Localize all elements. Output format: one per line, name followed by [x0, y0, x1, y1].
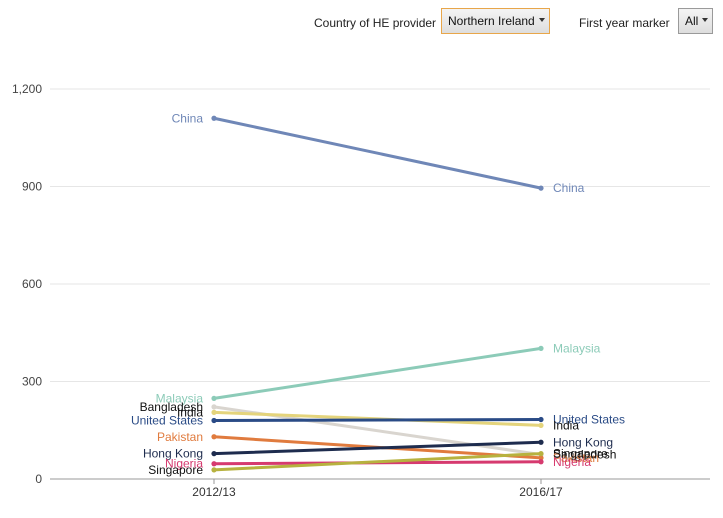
right-label: Malaysia	[553, 341, 601, 355]
country-dropdown[interactable]: Northern Ireland	[441, 8, 550, 34]
right-label: Hong Kong	[553, 435, 613, 449]
chevron-down-icon	[702, 18, 709, 22]
marker-dropdown-value: All	[685, 14, 699, 28]
left-label: Malaysia	[156, 391, 204, 405]
data-point-malaysia	[538, 345, 544, 351]
data-point-india	[538, 422, 544, 428]
left-label: Pakistan	[157, 430, 203, 444]
grid-lines	[50, 88, 710, 382]
country-dropdown-value: Northern Ireland	[448, 14, 535, 28]
marker-dropdown[interactable]: All	[678, 8, 714, 34]
left-label: Hong Kong	[143, 447, 203, 461]
right-label: Bangladesh	[553, 448, 616, 462]
x-tick-label: 2016/17	[519, 485, 563, 499]
series-line-singapore	[212, 452, 543, 472]
left-label: Bangladesh	[140, 400, 203, 414]
left-label: Nigeria	[165, 457, 203, 471]
marker-filter-label: First year marker	[579, 16, 670, 30]
data-point-india	[211, 409, 217, 415]
left-label: Singapore	[148, 463, 203, 477]
right-label: Nigeria	[553, 455, 591, 469]
y-tick-label: 900	[22, 180, 42, 194]
y-tick-label: 600	[22, 277, 42, 291]
y-tick-label: 0	[35, 472, 42, 486]
x-axis: 2012/13 2016/17	[50, 478, 710, 499]
right-label: Pakistan	[553, 451, 599, 465]
series-line-united-states	[212, 418, 543, 422]
data-point-united-states	[211, 417, 217, 424]
left-label: United States	[131, 414, 203, 428]
data-point-china	[538, 185, 544, 191]
country-filter-label: Country of HE provider	[314, 16, 437, 30]
left-label: India	[177, 405, 203, 419]
data-point-pakistan	[538, 455, 544, 461]
series-lines	[211, 115, 544, 473]
data-point-malaysia	[211, 395, 217, 401]
series-line-hong-kong	[212, 440, 543, 456]
data-point-hong-kong	[211, 451, 217, 457]
chart-controls: Country of HE provider Northern Ireland …	[0, 8, 723, 38]
x-tick-label: 2012/13	[192, 485, 236, 499]
chevron-down-icon	[538, 18, 545, 22]
y-tick-label: 300	[22, 375, 42, 389]
right-label: Singapore	[553, 447, 608, 461]
right-label: India	[553, 418, 579, 432]
data-point-nigeria	[538, 459, 544, 465]
data-point-singapore	[538, 451, 544, 457]
data-point-bangladesh	[211, 404, 217, 410]
right-label: United States	[553, 413, 625, 427]
data-point-pakistan	[211, 434, 217, 440]
data-point-hong-kong	[538, 439, 544, 445]
series-line-china	[212, 116, 543, 190]
data-point-nigeria	[211, 461, 217, 467]
left-label: China	[172, 111, 204, 125]
y-tick-label: 1,200	[12, 82, 42, 96]
data-point-united-states	[538, 416, 544, 423]
right-label: China	[553, 181, 585, 195]
series-line-malaysia	[212, 346, 543, 400]
y-axis: 0 300 600 900 1,200	[12, 82, 42, 486]
data-point-china	[211, 115, 217, 121]
data-point-singapore	[211, 467, 217, 473]
